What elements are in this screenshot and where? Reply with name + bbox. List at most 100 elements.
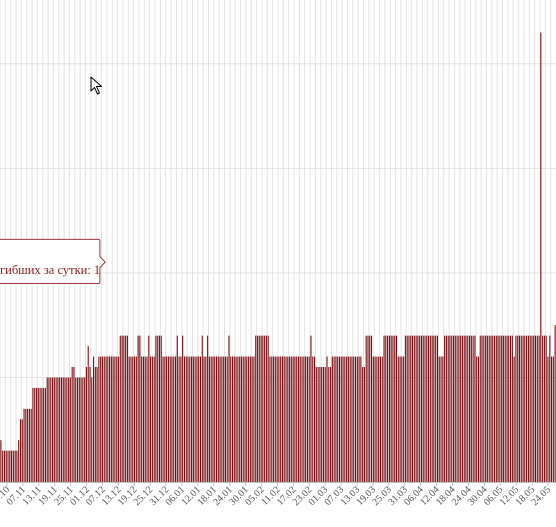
bar[interactable] — [337, 356, 339, 482]
bar[interactable] — [490, 335, 492, 482]
bar[interactable] — [458, 335, 460, 482]
bar[interactable] — [69, 377, 71, 482]
bar[interactable] — [96, 367, 98, 482]
bar[interactable] — [269, 356, 271, 482]
bar[interactable] — [312, 356, 314, 482]
bar[interactable] — [87, 346, 89, 482]
bar[interactable] — [529, 335, 531, 482]
bar[interactable] — [406, 335, 408, 482]
bar[interactable] — [510, 335, 512, 482]
bar[interactable] — [226, 356, 228, 482]
bar[interactable] — [94, 367, 96, 482]
bar[interactable] — [137, 335, 139, 482]
bar[interactable] — [276, 356, 278, 482]
bar[interactable] — [417, 335, 419, 482]
bar[interactable] — [401, 356, 403, 482]
bar[interactable] — [151, 356, 153, 482]
bar[interactable] — [7, 450, 9, 482]
bar[interactable] — [232, 356, 234, 482]
bar[interactable] — [387, 335, 389, 482]
bar[interactable] — [394, 335, 396, 482]
bar[interactable] — [260, 335, 262, 482]
bar[interactable] — [57, 377, 59, 482]
bar[interactable] — [274, 356, 276, 482]
bar[interactable] — [497, 335, 499, 482]
bar[interactable] — [199, 356, 202, 482]
bar[interactable] — [294, 356, 296, 482]
bar[interactable] — [452, 335, 455, 482]
bar[interactable] — [21, 419, 23, 482]
bar[interactable] — [205, 356, 207, 482]
bar[interactable] — [467, 335, 469, 482]
bar[interactable] — [495, 335, 497, 482]
bar[interactable] — [306, 356, 308, 482]
bar[interactable] — [73, 367, 75, 482]
bar[interactable] — [527, 335, 529, 482]
bar[interactable] — [363, 367, 365, 482]
bar[interactable] — [485, 335, 487, 482]
bar[interactable] — [249, 356, 251, 482]
bar[interactable] — [221, 356, 223, 482]
bar[interactable] — [504, 335, 506, 482]
bar[interactable] — [207, 335, 209, 482]
bar[interactable] — [310, 335, 312, 482]
bar[interactable] — [518, 335, 521, 482]
bar[interactable] — [419, 335, 421, 482]
bar[interactable] — [3, 450, 5, 482]
bar[interactable] — [463, 335, 465, 482]
bar[interactable] — [237, 356, 239, 482]
bar[interactable] — [224, 356, 226, 482]
bar[interactable] — [182, 335, 184, 482]
bar[interactable] — [43, 387, 45, 482]
bar[interactable] — [297, 356, 300, 482]
bar[interactable] — [192, 356, 194, 482]
bar[interactable] — [296, 356, 298, 482]
bar[interactable] — [125, 335, 127, 482]
bar[interactable] — [107, 356, 109, 482]
bar[interactable] — [98, 356, 100, 482]
bar[interactable] — [59, 377, 61, 482]
bar[interactable] — [354, 356, 357, 482]
bar[interactable] — [287, 356, 289, 482]
bar[interactable] — [126, 335, 128, 482]
bar[interactable] — [174, 356, 177, 482]
bar[interactable] — [48, 377, 50, 482]
bar[interactable] — [554, 325, 556, 482]
bar[interactable] — [25, 408, 27, 482]
bar[interactable] — [379, 356, 382, 482]
bar[interactable] — [536, 335, 538, 482]
bar[interactable] — [346, 356, 348, 482]
bar[interactable] — [64, 377, 66, 482]
bar[interactable] — [110, 356, 112, 482]
bar[interactable] — [362, 367, 364, 482]
bar[interactable] — [128, 356, 130, 482]
bar[interactable] — [440, 356, 442, 482]
bar[interactable] — [331, 356, 333, 482]
bar[interactable] — [133, 356, 136, 482]
bar[interactable] — [157, 335, 159, 482]
bar[interactable] — [335, 356, 337, 482]
bar[interactable] — [12, 450, 14, 482]
bar[interactable] — [476, 356, 478, 482]
bar[interactable] — [117, 356, 120, 482]
bar[interactable] — [173, 356, 175, 482]
bar[interactable] — [534, 335, 537, 482]
bar[interactable] — [18, 440, 20, 482]
bar[interactable] — [187, 356, 189, 482]
bar[interactable] — [517, 335, 519, 482]
bar[interactable] — [223, 356, 225, 482]
bar[interactable] — [486, 335, 488, 482]
bar[interactable] — [30, 408, 32, 482]
bar[interactable] — [62, 377, 64, 482]
bar[interactable] — [230, 356, 232, 482]
bar[interactable] — [167, 356, 169, 482]
bar[interactable] — [150, 356, 152, 482]
bar[interactable] — [144, 356, 146, 482]
bar[interactable] — [474, 335, 476, 482]
bar[interactable] — [371, 335, 373, 482]
bar[interactable] — [515, 335, 517, 482]
bar[interactable] — [543, 335, 545, 482]
bar[interactable] — [141, 356, 143, 482]
bar[interactable] — [75, 377, 77, 482]
bar[interactable] — [428, 335, 430, 482]
